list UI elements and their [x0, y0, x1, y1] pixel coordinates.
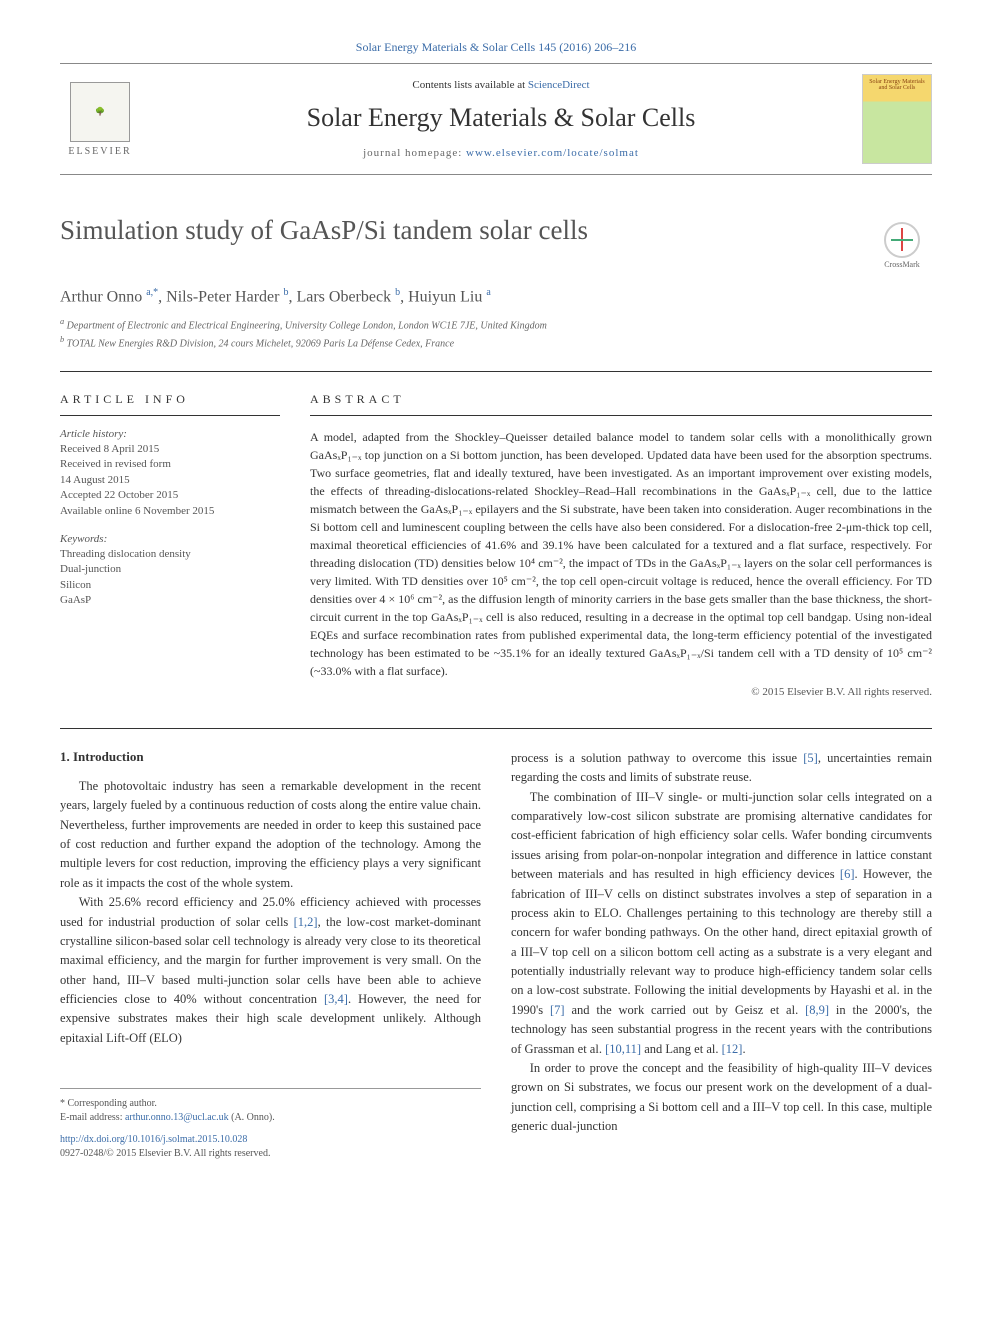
authors-line: Arthur Onno a,*, Nils-Peter Harder b, La…	[60, 287, 932, 306]
ref-7[interactable]: [7]	[550, 1003, 565, 1017]
citation-link[interactable]: Solar Energy Materials & Solar Cells 145…	[356, 40, 636, 54]
corresponding-author: * Corresponding author.	[60, 1097, 481, 1111]
col2-p2-c: and the work carried out by Geisz et al.	[565, 1003, 805, 1017]
ref-6[interactable]: [6]	[840, 867, 855, 881]
contents-line: Contents lists available at ScienceDirec…	[140, 79, 862, 91]
ref-10-11[interactable]: [10,11]	[605, 1042, 641, 1056]
body-column-left: 1. Introduction The photovoltaic industr…	[60, 749, 481, 1161]
email-label: E-mail address:	[60, 1112, 125, 1123]
cover-text: Solar Energy Materials and Solar Cells	[867, 79, 927, 91]
history-text: Received 8 April 2015Received in revised…	[60, 442, 280, 519]
intro-text-left: The photovoltaic industry has seen a rem…	[60, 777, 481, 1048]
footnote-area: * Corresponding author. E-mail address: …	[60, 1088, 481, 1161]
email-suffix: (A. Onno).	[229, 1112, 275, 1123]
crossmark-badge[interactable]: CrossMark	[872, 215, 932, 275]
elsevier-label: ELSEVIER	[68, 146, 131, 157]
crossmark-label: CrossMark	[884, 260, 920, 269]
journal-cover-thumbnail: Solar Energy Materials and Solar Cells	[862, 74, 932, 164]
article-title: Simulation study of GaAsP/Si tandem sola…	[60, 215, 588, 246]
elsevier-tree-icon: 🌳	[70, 82, 130, 142]
header-center: Contents lists available at ScienceDirec…	[140, 79, 862, 159]
col2-p2-e: and Lang et al.	[641, 1042, 722, 1056]
col2-p2-b: . However, the fabrication of III–V cell…	[511, 867, 932, 1017]
sciencedirect-link[interactable]: ScienceDirect	[528, 79, 590, 91]
homepage-link[interactable]: www.elsevier.com/locate/solmat	[466, 147, 639, 159]
journal-header: 🌳 ELSEVIER Contents lists available at S…	[60, 63, 932, 175]
keywords-label: Keywords:	[60, 533, 280, 545]
introduction-heading: 1. Introduction	[60, 749, 481, 765]
contents-text: Contents lists available at	[412, 79, 527, 91]
abstract-heading: ABSTRACT	[310, 392, 932, 416]
intro-text-right: process is a solution pathway to overcom…	[511, 749, 932, 1137]
col2-p1-a: process is a solution pathway to overcom…	[511, 751, 803, 765]
homepage-line: journal homepage: www.elsevier.com/locat…	[140, 147, 862, 159]
doi-link[interactable]: http://dx.doi.org/10.1016/j.solmat.2015.…	[60, 1134, 247, 1145]
abstract-column: ABSTRACT A model, adapted from the Shock…	[310, 392, 932, 698]
abstract-copyright: © 2015 Elsevier B.V. All rights reserved…	[310, 686, 932, 698]
citation-header: Solar Energy Materials & Solar Cells 145…	[60, 40, 932, 55]
article-info-heading: ARTICLE INFO	[60, 392, 280, 416]
col1-p1: The photovoltaic industry has seen a rem…	[60, 779, 481, 890]
abstract-text: A model, adapted from the Shockley–Queis…	[310, 428, 932, 680]
ref-1-2[interactable]: [1,2]	[294, 915, 318, 929]
affiliations: a Department of Electronic and Electrica…	[60, 316, 932, 351]
ref-12[interactable]: [12]	[722, 1042, 743, 1056]
email-link[interactable]: arthur.onno.13@ucl.ac.uk	[125, 1112, 229, 1123]
article-info-sidebar: ARTICLE INFO Article history: Received 8…	[60, 392, 280, 698]
issn-line: 0927-0248/© 2015 Elsevier B.V. All right…	[60, 1147, 481, 1161]
ref-3-4[interactable]: [3,4]	[324, 992, 348, 1006]
keywords-text: Threading dislocation densityDual-juncti…	[60, 547, 280, 609]
history-label: Article history:	[60, 428, 280, 440]
crossmark-icon	[884, 222, 920, 258]
elsevier-logo: 🌳 ELSEVIER	[60, 74, 140, 164]
ref-5[interactable]: [5]	[803, 751, 818, 765]
col2-p2-f: .	[742, 1042, 745, 1056]
homepage-label: journal homepage:	[363, 147, 466, 159]
col2-p3: In order to prove the concept and the fe…	[511, 1061, 932, 1133]
ref-8-9[interactable]: [8,9]	[805, 1003, 829, 1017]
journal-name: Solar Energy Materials & Solar Cells	[140, 103, 862, 133]
body-column-right: process is a solution pathway to overcom…	[511, 749, 932, 1161]
